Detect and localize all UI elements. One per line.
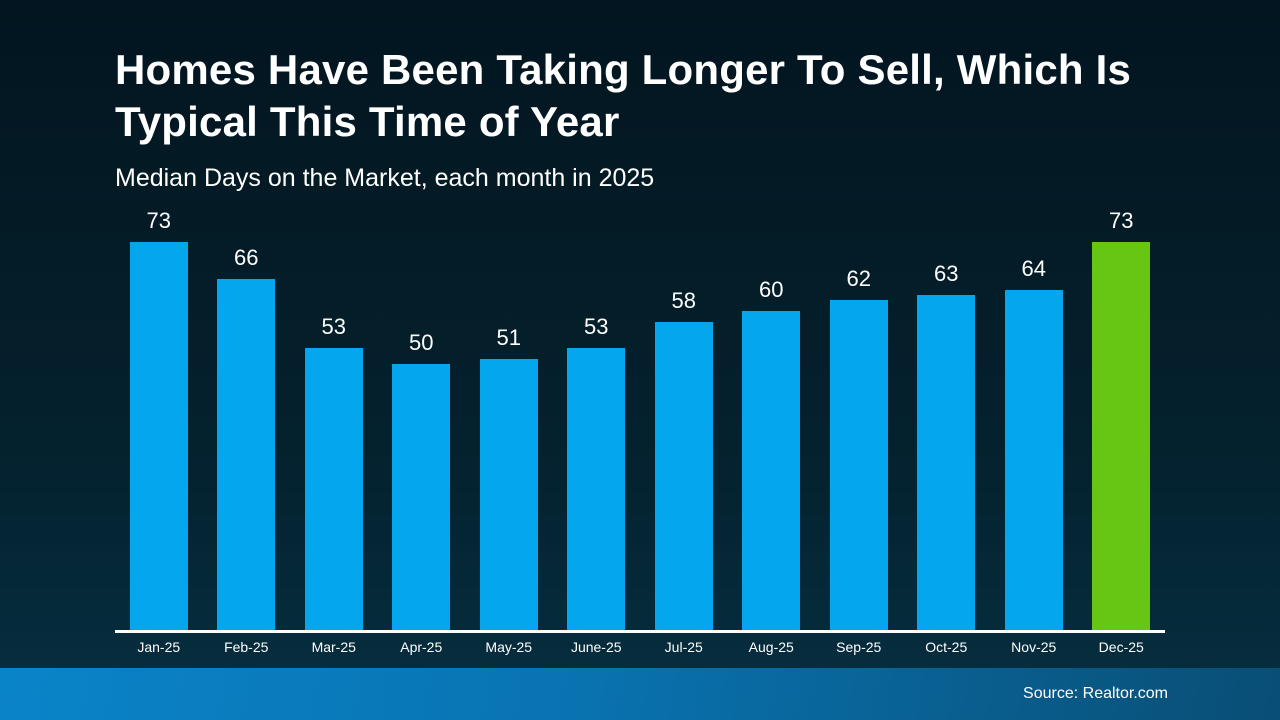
chart-title-line2: Typical This Time of Year	[115, 98, 620, 146]
bar	[1092, 242, 1151, 630]
bar	[829, 300, 888, 630]
bar	[567, 348, 626, 630]
bar-column: 62	[815, 205, 903, 630]
bar-value-label: 62	[846, 266, 871, 291]
footer-bar: Source: Realtor.com	[0, 668, 1280, 720]
bar	[917, 295, 976, 630]
bar-column: 73	[115, 205, 203, 630]
chart-title-line1: Homes Have Been Taking Longer To Sell, W…	[115, 46, 1132, 93]
bar-value-label: 73	[146, 208, 171, 233]
bar-value-label: 50	[409, 330, 434, 355]
source-credit: Source: Realtor.com	[1023, 685, 1168, 702]
x-axis-tick-label: Dec-25	[1098, 639, 1144, 655]
bar-value-label: 66	[234, 245, 259, 270]
x-axis-tick-label: Apr-25	[400, 639, 443, 655]
x-axis-tick-label: Nov-25	[1011, 639, 1057, 655]
bar-column: 63	[903, 205, 991, 630]
bar	[217, 279, 276, 630]
x-axis-tick-label: June-25	[570, 639, 622, 655]
x-axis-tick-label: Oct-25	[925, 639, 968, 655]
x-axis-tick-label: Aug-25	[748, 639, 794, 655]
x-axis-tick-label: May-25	[485, 639, 533, 655]
x-axis-tick-label: Feb-25	[224, 639, 269, 655]
bar	[479, 359, 538, 630]
x-axis-tick-label: Jul-25	[664, 639, 703, 655]
bar	[654, 322, 713, 630]
bar-column: 50	[378, 205, 466, 630]
bar	[392, 364, 451, 630]
x-axis-line	[115, 630, 1165, 633]
bar-column: 53	[290, 205, 378, 630]
bar	[742, 311, 801, 630]
x-axis-tick-label: Sep-25	[836, 639, 882, 655]
bar-chart: 73 66 53 50 51 53 58 60 62 63 64 73 Jan-25 Feb-25 Mar…	[115, 0, 1165, 720]
bar-value-label: 73	[1109, 208, 1134, 233]
bar	[129, 242, 188, 630]
bar-value-label: 58	[671, 288, 696, 313]
bar-column: 64	[990, 205, 1078, 630]
bar-value-label: 53	[584, 314, 609, 339]
bar-value-label: 60	[759, 277, 784, 302]
bar-value-label: 64	[1021, 256, 1046, 281]
bar-value-label: 63	[934, 261, 959, 286]
chart-header: Homes Have Been Taking Longer To Sell, W…	[115, 44, 1131, 193]
plot-area: 73 66 53 50 51 53 58 60 62 63 64 73	[115, 205, 1165, 630]
bar-value-label: 51	[496, 325, 521, 350]
bar-column: 51	[465, 205, 553, 630]
bar-column: 66	[203, 205, 291, 630]
chart-title: Homes Have Been Taking Longer To Sell, W…	[115, 44, 1131, 148]
bar-column: 60	[728, 205, 816, 630]
x-axis-labels: Jan-25 Feb-25 Mar-25 Apr-25 May-25 June-25 Jul…	[115, 639, 1165, 655]
chart-subtitle: Median Days on the Market, each month in…	[115, 164, 655, 193]
bar	[1004, 290, 1063, 630]
bar-column: 58	[640, 205, 728, 630]
x-axis-tick-label: Jan-25	[137, 639, 181, 655]
x-axis-tick-label: Mar-25	[311, 639, 356, 655]
bar-column: 53	[553, 205, 641, 630]
bar	[304, 348, 363, 630]
bar-column: 73	[1078, 205, 1166, 630]
bar-value-label: 53	[321, 314, 346, 339]
